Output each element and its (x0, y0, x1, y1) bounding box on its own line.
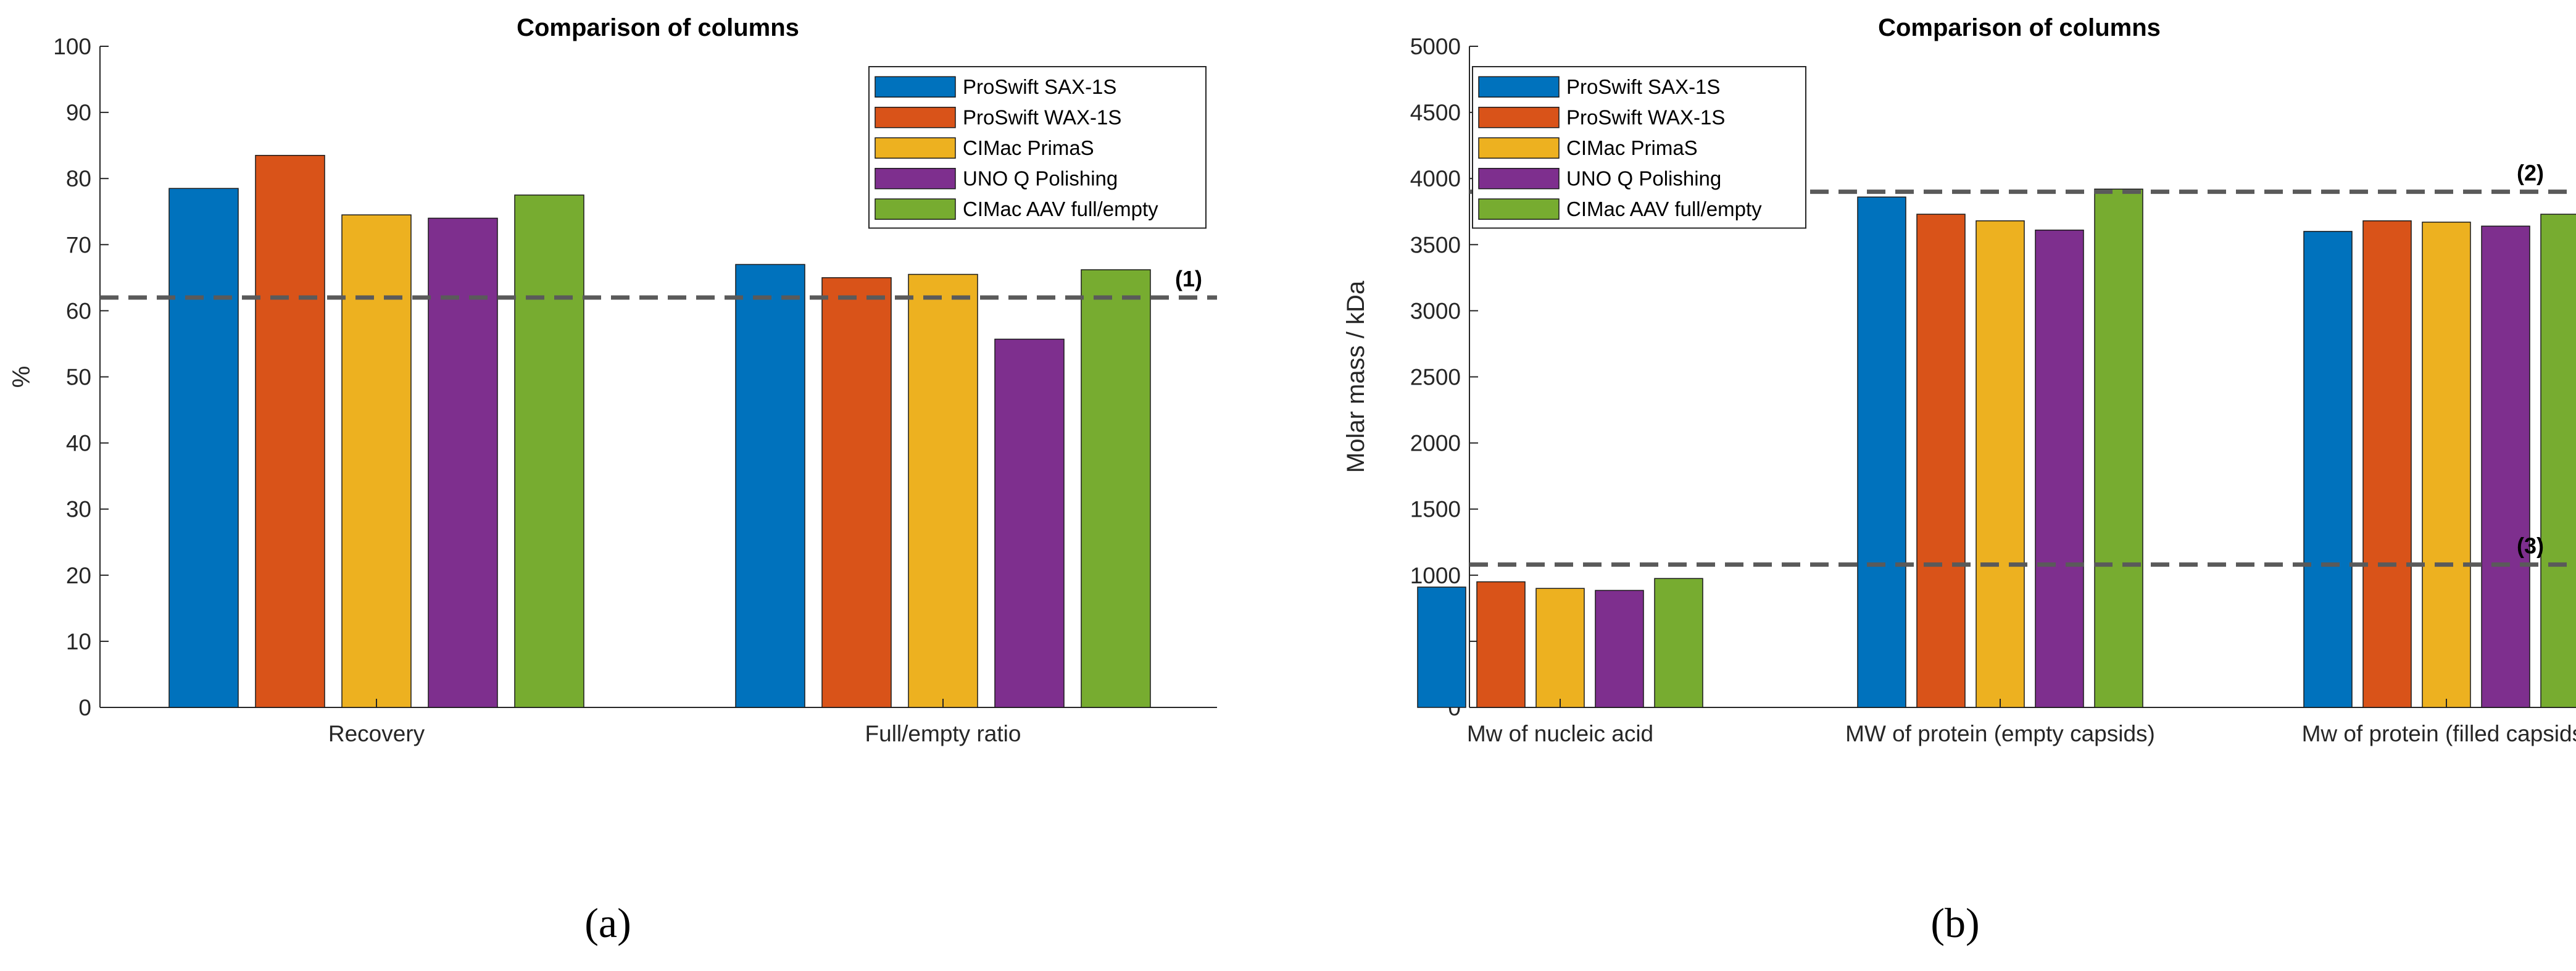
reference-line-label: (2) (2517, 160, 2544, 186)
legend-swatch (875, 107, 956, 128)
bar-1-0 (1857, 196, 1906, 708)
bar-0-1 (255, 154, 325, 708)
y-axis-label: % (8, 366, 35, 388)
legend-swatch (875, 76, 956, 98)
y-tick-label: 3000 (1410, 298, 1461, 323)
legend-entry: ProSwift SAX-1S (963, 75, 1116, 98)
y-tick-label: 20 (66, 563, 91, 588)
bar-2-1 (2362, 220, 2412, 708)
y-tick-label: 90 (66, 100, 91, 125)
y-tick-label: 30 (66, 497, 91, 522)
y-tick-label: 5000 (1410, 34, 1461, 59)
legend-swatch (875, 168, 956, 190)
bar-1-1 (821, 277, 892, 708)
y-tick-label: 10 (66, 629, 91, 654)
legend-swatch (1478, 168, 1560, 190)
legend-entry: ProSwift WAX-1S (1566, 106, 1725, 128)
y-tick-label: 2000 (1410, 431, 1461, 456)
y-tick-label: 4000 (1410, 166, 1461, 191)
chart-title: Comparison of columns (1878, 14, 2161, 41)
bar-1-2 (908, 273, 978, 708)
legend-entry: ProSwift SAX-1S (1566, 75, 1720, 98)
y-tick-label: 1000 (1410, 563, 1461, 588)
bar-2-3 (2481, 225, 2530, 708)
legend-swatch (1478, 137, 1560, 159)
legend-swatch (875, 198, 956, 220)
bar-2-4 (2540, 214, 2576, 708)
y-tick-label: 70 (66, 232, 91, 257)
bar-0-2 (341, 214, 412, 708)
bar-1-1 (1916, 214, 1966, 708)
legend-swatch (875, 137, 956, 159)
bar-1-4 (2094, 188, 2143, 708)
bar-1-3 (994, 338, 1065, 708)
y-tick-label: 3500 (1410, 232, 1461, 257)
legend-entry: CIMac PrimaS (963, 136, 1094, 159)
y-tick-label: 50 (66, 365, 91, 390)
y-tick-label: 0 (78, 695, 91, 720)
x-tick-label: MW of protein (empty capsids) (1845, 721, 2155, 746)
panel-caption: (b) (1930, 899, 1979, 946)
legend-entry: ProSwift WAX-1S (963, 106, 1121, 128)
bar-0-3 (1595, 590, 1644, 708)
bar-0-3 (428, 217, 498, 708)
bar-0-0 (168, 188, 239, 708)
legend-swatch (1478, 107, 1560, 128)
legend-swatch (1478, 198, 1560, 220)
y-tick-label: 2500 (1410, 365, 1461, 390)
y-tick-label: 4500 (1410, 100, 1461, 125)
bar-1-3 (2035, 229, 2084, 708)
legend-entry: UNO Q Polishing (1566, 167, 1721, 190)
legend-entry: UNO Q Polishing (963, 167, 1118, 190)
x-tick-label: Mw of nucleic acid (1467, 721, 1653, 746)
reference-line-label: (3) (2517, 533, 2544, 559)
y-tick-label: 80 (66, 166, 91, 191)
legend-entry: CIMac AAV full/empty (963, 198, 1158, 220)
bar-0-2 (1535, 588, 1585, 708)
chart-panel-b: Comparison of columns0500100015002000250… (1342, 14, 2576, 746)
chart-panel-a: Comparison of columns 0 10 20 30 40 50 60 70 80 90… (8, 14, 1217, 746)
y-tick-label: 60 (66, 298, 91, 323)
x-tick-label: Recovery (328, 721, 425, 746)
x-tick-label: Mw of protein (filled capsids) (2302, 721, 2576, 746)
y-tick-label: 40 (66, 431, 91, 456)
x-tick-label: Full/empty ratio (865, 721, 1021, 746)
bar-0-1 (1476, 581, 1526, 708)
legend-entry: CIMac AAV full/empty (1566, 198, 1762, 220)
chart-title: Comparison of columns (517, 14, 799, 41)
legend: ProSwift SAX-1S ProSwift WAX-1S CIMac Prim… (868, 66, 1207, 229)
bar-1-0 (735, 264, 805, 708)
panel-caption: (a) (584, 899, 631, 946)
legend-swatch (1478, 76, 1560, 98)
reference-line-label: (1) (1175, 266, 1202, 291)
bar-0-4 (514, 194, 584, 708)
bar-2-2 (2422, 222, 2471, 708)
legend: ProSwift SAX-1S ProSwift WAX-1S CIMac Prim… (1472, 66, 1806, 229)
bar-0-0 (1417, 586, 1466, 708)
y-tick-label: 100 (53, 34, 91, 59)
bar-1-4 (1081, 269, 1151, 708)
y-tick-label: 1500 (1410, 497, 1461, 522)
legend-entry: CIMac PrimaS (1566, 136, 1698, 159)
bar-0-4 (1654, 578, 1703, 708)
y-axis-label: Molar mass / kDa (1342, 280, 1369, 473)
bar-2-0 (2303, 231, 2353, 708)
bar-1-2 (1976, 220, 2025, 708)
